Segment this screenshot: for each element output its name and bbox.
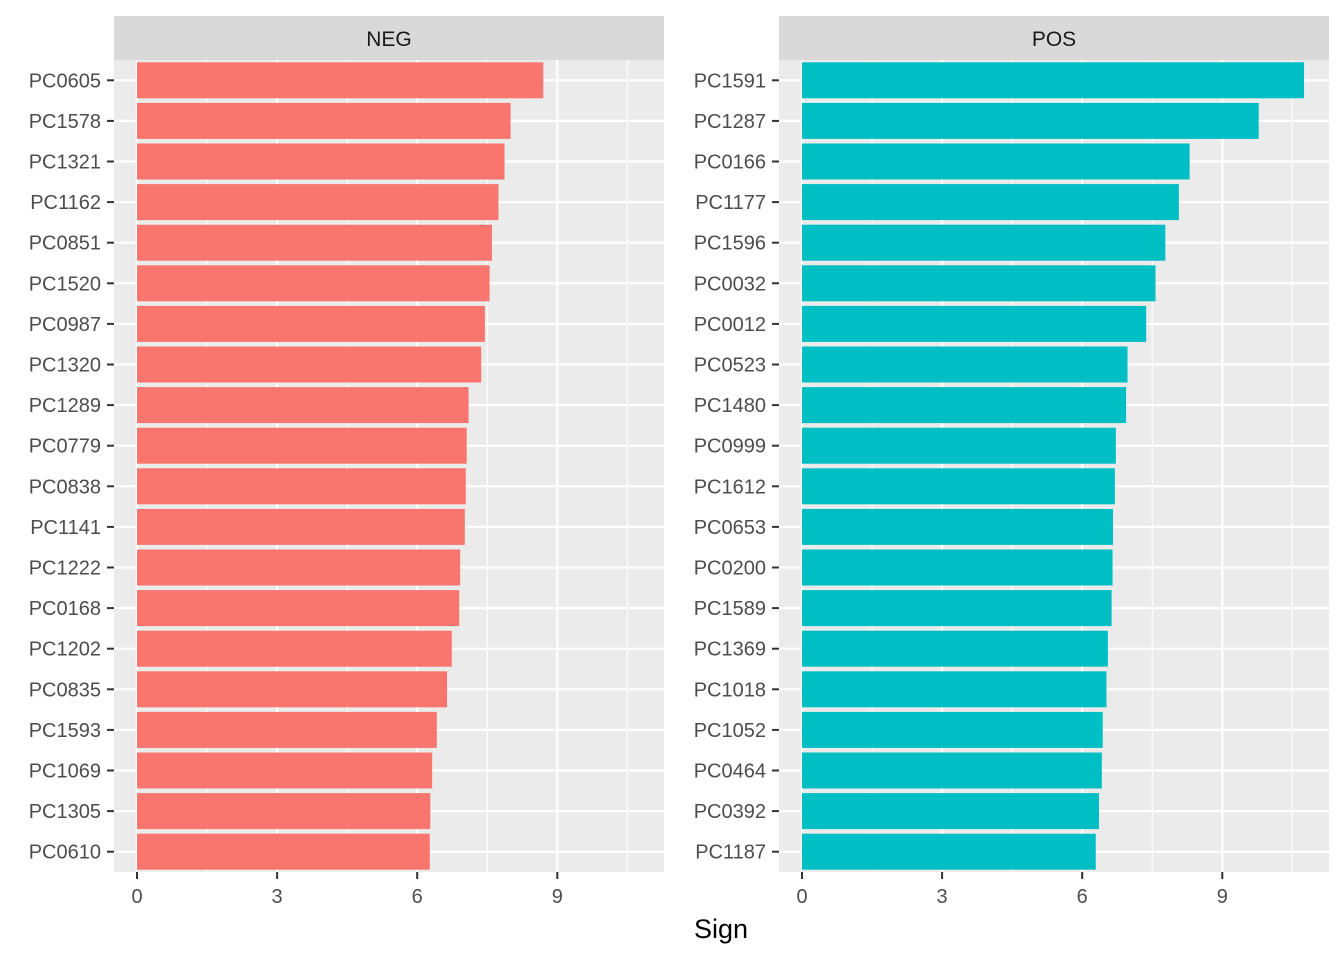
y-tick-label: PC1287 [694, 111, 766, 133]
bar-neg-pc1520 [137, 265, 490, 302]
bar-pos-pc0166 [802, 143, 1190, 180]
y-tick-label: PC0200 [694, 558, 766, 580]
y-tick-label: PC1162 [30, 192, 101, 214]
x-tick-label: 6 [1077, 886, 1088, 908]
y-tick-label: PC0653 [694, 517, 766, 539]
bar-pos-pc0012 [802, 305, 1147, 342]
y-tick-label: PC0605 [29, 70, 101, 92]
bar-neg-pc1202 [137, 630, 452, 667]
y-tick-label: PC1612 [694, 476, 766, 498]
y-tick-label: PC0168 [29, 598, 101, 620]
y-tick-label: PC1480 [694, 395, 766, 417]
bar-pos-pc1369 [802, 630, 1108, 667]
y-tick-label: PC0012 [694, 314, 766, 336]
bar-pos-pc0653 [802, 508, 1114, 545]
y-tick-label: PC0779 [29, 436, 101, 458]
bar-neg-pc1069 [137, 752, 433, 789]
bar-neg-pc1578 [137, 102, 511, 139]
y-tick-label: PC0392 [694, 801, 766, 823]
y-tick-label: PC0987 [29, 314, 101, 336]
y-tick-label: PC1018 [694, 679, 766, 701]
x-tick-label: 3 [272, 886, 283, 908]
bar-neg-pc1222 [137, 549, 461, 586]
x-tick-label: 9 [552, 886, 563, 908]
bar-pos-pc1612 [802, 468, 1115, 505]
y-tick-label: PC1578 [29, 111, 101, 133]
bar-pos-pc0392 [802, 793, 1100, 830]
bar-pos-pc1052 [802, 711, 1103, 748]
bar-pos-pc1287 [802, 102, 1259, 139]
y-tick-label: PC0523 [694, 355, 766, 377]
bar-pos-pc0032 [802, 265, 1156, 302]
bar-neg-pc1141 [137, 508, 465, 545]
x-tick-label: 6 [412, 886, 423, 908]
bar-neg-pc1162 [137, 184, 499, 221]
y-tick-label: PC1222 [29, 558, 101, 580]
x-axis-title: Sign [694, 914, 748, 944]
x-tick-label: 3 [937, 886, 948, 908]
y-tick-label: PC1321 [29, 152, 101, 174]
facet-strip-neg [114, 16, 664, 60]
bar-neg-pc0779 [137, 427, 467, 464]
bar-neg-pc0168 [137, 590, 460, 627]
y-tick-label: PC1593 [29, 720, 101, 742]
y-tick-label: PC0464 [694, 761, 766, 783]
bar-pos-pc1596 [802, 224, 1166, 261]
y-tick-label: PC1320 [29, 355, 101, 377]
y-tick-label: PC1596 [694, 233, 766, 255]
y-tick-label: PC0999 [694, 436, 766, 458]
bar-pos-pc0523 [802, 346, 1128, 383]
x-tick-label: 9 [1217, 886, 1228, 908]
y-tick-label: PC0166 [694, 152, 766, 174]
bar-pos-pc1187 [802, 833, 1096, 870]
bar-neg-pc1305 [137, 793, 431, 830]
bar-pos-pc0200 [802, 549, 1113, 586]
bar-neg-pc0610 [137, 833, 430, 870]
bar-neg-pc0605 [137, 62, 544, 99]
y-tick-label: PC1069 [29, 761, 101, 783]
bar-pos-pc0999 [802, 427, 1116, 464]
y-tick-label: PC1052 [694, 720, 766, 742]
facet-label-pos: POS [1032, 28, 1076, 51]
facet-strip-pos [779, 16, 1329, 60]
bar-pos-pc1591 [802, 62, 1305, 99]
y-tick-label: PC1187 [695, 842, 766, 864]
y-tick-label: PC1202 [29, 639, 101, 661]
bar-neg-pc1320 [137, 346, 482, 383]
y-tick-label: PC1591 [694, 70, 766, 92]
x-tick-label: 0 [796, 886, 807, 908]
facet-label-neg: NEG [366, 28, 412, 51]
panel-background [779, 60, 1329, 872]
bar-neg-pc0838 [137, 468, 466, 505]
bar-neg-pc1593 [137, 711, 437, 748]
y-tick-label: PC0838 [29, 476, 101, 498]
y-tick-label: PC0835 [29, 679, 101, 701]
y-tick-label: PC1177 [695, 192, 766, 214]
bar-pos-pc1589 [802, 590, 1112, 627]
y-tick-label: PC1141 [30, 517, 101, 539]
y-tick-label: PC1305 [29, 801, 101, 823]
bar-pos-pc1177 [802, 184, 1179, 221]
bar-neg-pc0987 [137, 305, 485, 342]
bar-neg-pc0835 [137, 671, 448, 708]
panel-background [114, 60, 664, 872]
bar-neg-pc1321 [137, 143, 505, 180]
y-tick-label: PC0851 [29, 233, 101, 255]
y-tick-label: PC1520 [29, 273, 101, 295]
y-tick-label: PC1289 [29, 395, 101, 417]
y-tick-label: PC0610 [29, 842, 101, 864]
y-tick-label: PC0032 [694, 273, 766, 295]
bar-neg-pc0851 [137, 224, 492, 261]
bar-neg-pc1289 [137, 387, 469, 424]
x-tick-label: 0 [131, 886, 142, 908]
bar-pos-pc1018 [802, 671, 1107, 708]
y-tick-label: PC1589 [694, 598, 766, 620]
bar-pos-pc1480 [802, 387, 1127, 424]
bar-pos-pc0464 [802, 752, 1102, 789]
y-tick-label: PC1369 [694, 639, 766, 661]
